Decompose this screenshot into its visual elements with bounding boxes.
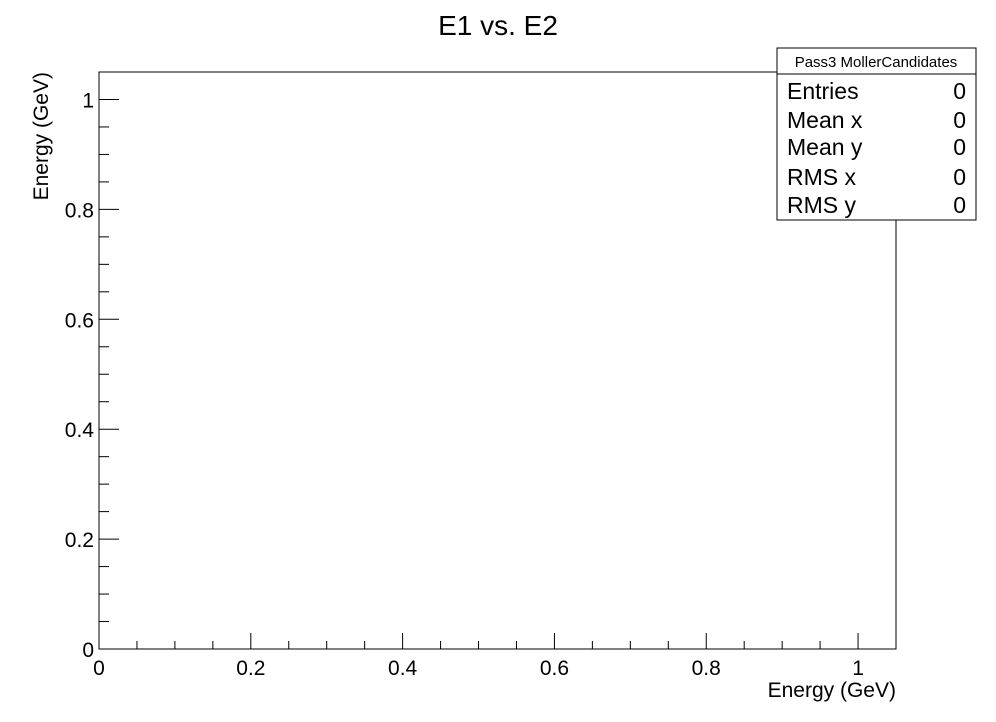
x-tick-label: 0.6 [540,657,569,680]
y-axis-ticks [99,71,119,650]
stats-row-label: RMS x [787,164,857,190]
y-tick-label: 1 [82,89,94,112]
x-axis-ticks [98,633,897,649]
x-tick-label: 0.2 [236,657,265,680]
y-axis-label: Energy (GeV) [30,72,53,200]
x-tick-label: 1 [852,657,864,680]
stats-row-label: Mean y [787,134,863,160]
y-tick-label: 0.4 [65,419,95,442]
x-tick-label: 0 [93,657,105,680]
stats-box-name: Pass3 MollerCandidates [795,54,958,71]
x-axis-label: Energy (GeV) [768,679,896,702]
stats-row-value: 0 [953,192,966,218]
stats-row-value: 0 [953,78,966,104]
stats-row-label: Entries [787,78,859,104]
stats-row-value: 0 [953,134,966,160]
x-tick-label: 0.4 [388,657,418,680]
stats-rows: Entries 0 Mean x 0 Mean y 0 RMS x 0 RMS y 0 [787,78,966,218]
y-tick-label: 0 [82,639,94,662]
x-tick-label: 0.8 [692,657,721,680]
plot-frame [98,71,897,650]
stats-box-frame [776,47,977,221]
x-axis-tick-labels: 0 0.2 0.4 0.6 0.8 1 [93,657,864,680]
y-tick-label: 0.2 [65,529,94,552]
stats-row-label: Mean x [787,107,863,133]
chart-title: E1 vs. E2 [438,10,558,41]
stats-row-label: RMS y [787,192,857,218]
y-tick-label: 0.6 [65,309,94,332]
stats-row-value: 0 [953,164,966,190]
stats-row-value: 0 [953,107,966,133]
y-tick-label: 0.8 [65,199,94,222]
y-axis-tick-labels: 0 0.2 0.4 0.6 0.8 1 [65,89,95,662]
stats-box: Pass3 MollerCandidates Entries 0 Mean x 0 Me… [776,47,977,221]
